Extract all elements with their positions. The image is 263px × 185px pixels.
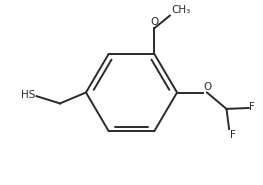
Text: O: O (150, 16, 158, 26)
Text: F: F (249, 102, 255, 112)
Text: O: O (204, 82, 212, 92)
Text: CH₃: CH₃ (171, 5, 190, 15)
Text: F: F (230, 130, 236, 140)
Text: HS: HS (21, 90, 35, 100)
